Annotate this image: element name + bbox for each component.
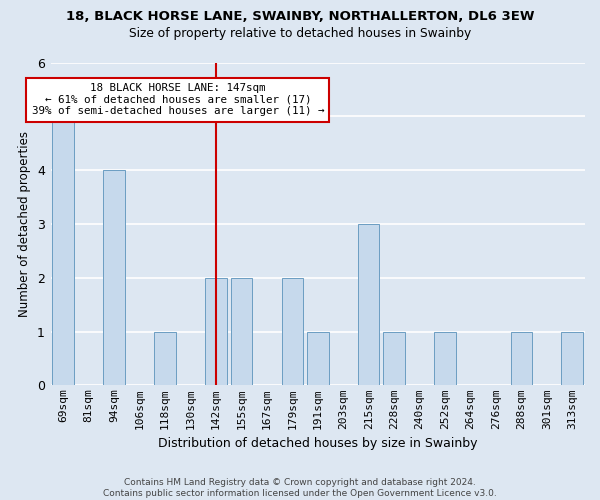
Bar [434,332,456,386]
X-axis label: Distribution of detached houses by size in Swainby: Distribution of detached houses by size … [158,437,478,450]
Bar [358,224,379,386]
Text: 18 BLACK HORSE LANE: 147sqm
← 61% of detached houses are smaller (17)
39% of sem: 18 BLACK HORSE LANE: 147sqm ← 61% of det… [32,83,324,116]
Bar [205,278,227,386]
Bar [562,332,583,386]
Text: Contains HM Land Registry data © Crown copyright and database right 2024.
Contai: Contains HM Land Registry data © Crown c… [103,478,497,498]
Bar [154,332,176,386]
Bar [383,332,405,386]
Bar [103,170,125,386]
Text: 18, BLACK HORSE LANE, SWAINBY, NORTHALLERTON, DL6 3EW: 18, BLACK HORSE LANE, SWAINBY, NORTHALLE… [66,10,534,23]
Bar [281,278,303,386]
Bar [511,332,532,386]
Bar [230,278,252,386]
Bar [52,116,74,386]
Text: Size of property relative to detached houses in Swainby: Size of property relative to detached ho… [129,28,471,40]
Bar [307,332,329,386]
Y-axis label: Number of detached properties: Number of detached properties [19,131,31,317]
